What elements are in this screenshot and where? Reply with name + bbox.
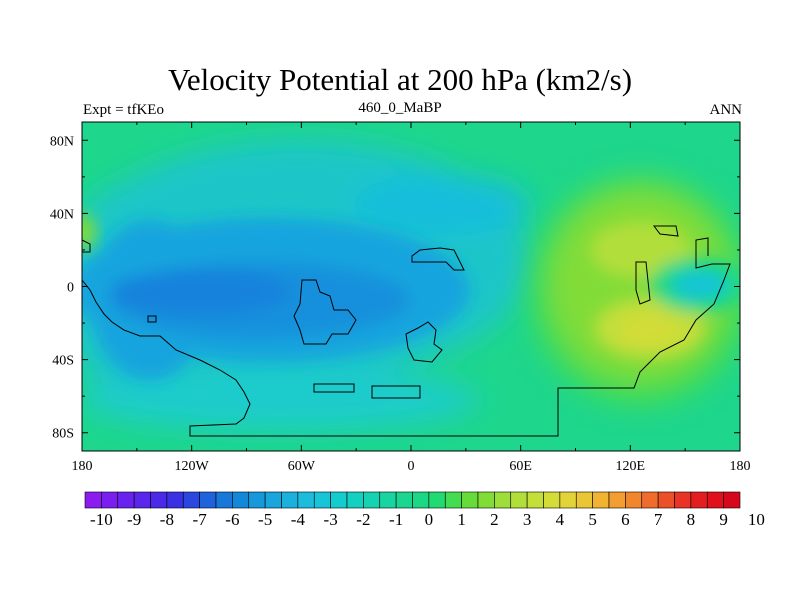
colorbar-swatch	[461, 491, 479, 509]
x-tick-label: 120E	[616, 459, 646, 474]
x-axis: 180 120W 60W 0 60E 120E 180	[72, 122, 751, 474]
colorbar-label: -3	[324, 510, 338, 529]
coastlines	[81, 225, 731, 437]
coastline-africa	[293, 279, 357, 345]
colorbar-label: 8	[687, 510, 696, 529]
x-tick-label: 60E	[509, 459, 532, 474]
x-tick-label: 60W	[288, 459, 316, 474]
colorbar-swatch	[133, 491, 151, 509]
y-axis: 80N 40N 0 40S 80S	[50, 134, 740, 442]
y-tick-label: 0	[67, 281, 74, 296]
colorbar-label: -6	[225, 510, 239, 529]
colorbar-swatch	[575, 491, 593, 509]
colorbar: -10 -9 -8 -7 -6 -5 -4 -3 -2 -1 0 1 2 3 4 5 6 7 8 9 10	[84, 491, 765, 529]
chart-title: Velocity Potential at 200 hPa (km2/s)	[167, 62, 633, 97]
colorbar-swatch	[674, 491, 692, 509]
coastline-main	[81, 237, 731, 437]
coastline-east-b	[653, 225, 679, 237]
colorbar-swatch	[166, 491, 184, 509]
colorbar-swatch	[592, 491, 610, 509]
experiment-label: Expt = tfKEo	[83, 102, 164, 118]
coastline-island-c	[313, 383, 355, 393]
colorbar-label: 7	[654, 510, 663, 529]
colorbar-label: 4	[556, 510, 565, 529]
colorbar-label: -7	[193, 510, 208, 529]
colorbar-swatch	[526, 491, 544, 509]
contour-field	[82, 122, 740, 451]
colorbar-swatch	[330, 491, 348, 509]
coastline-rect	[147, 315, 157, 323]
period-label: 460_0_MaBP	[358, 100, 442, 116]
coastline-island-a	[411, 247, 465, 271]
colorbar-swatch	[264, 491, 282, 509]
colorbar-swatch	[444, 491, 462, 509]
colorbar-label: -4	[291, 510, 306, 529]
colorbar-swatch	[641, 491, 659, 509]
colorbar-swatch	[248, 491, 266, 509]
colorbar-swatch	[346, 491, 364, 509]
coastline-island-b	[405, 321, 443, 363]
colorbar-swatch	[117, 491, 135, 509]
colorbar-swatch	[477, 491, 495, 509]
colorbar-swatch	[559, 491, 577, 509]
colorbar-swatch	[543, 491, 561, 509]
colorbar-swatch	[690, 491, 708, 509]
colorbar-label: -1	[389, 510, 403, 529]
y-tick-label: 80N	[50, 134, 74, 149]
colorbar-swatch	[723, 491, 741, 509]
colorbar-swatch	[706, 491, 724, 509]
colorbar-label: 10	[748, 510, 765, 529]
x-tick-label: 180	[72, 459, 93, 474]
colorbar-label: 2	[490, 510, 499, 529]
colorbar-label: -8	[160, 510, 174, 529]
colorbar-swatch	[494, 491, 512, 509]
y-tick-label: 80S	[52, 427, 74, 442]
colorbar-swatch	[608, 491, 626, 509]
colorbar-swatch	[281, 491, 299, 509]
x-tick-label: 120W	[175, 459, 210, 474]
colorbar-label: 1	[457, 510, 466, 529]
colorbar-swatch	[101, 491, 119, 509]
colorbar-label: 6	[621, 510, 630, 529]
colorbar-swatch	[313, 491, 331, 509]
x-tick-label: 180	[730, 459, 751, 474]
y-tick-label: 40S	[52, 354, 74, 369]
colorbar-swatch	[510, 491, 528, 509]
colorbar-label: 5	[588, 510, 597, 529]
season-label: ANN	[709, 102, 743, 118]
colorbar-swatch	[395, 491, 413, 509]
x-tick-label: 0	[408, 459, 415, 474]
colorbar-label: -2	[356, 510, 370, 529]
colorbar-swatch	[363, 491, 381, 509]
colorbar-label: 9	[719, 510, 728, 529]
colorbar-label: -9	[127, 510, 141, 529]
colorbar-swatch	[379, 491, 397, 509]
colorbar-swatch	[657, 491, 675, 509]
colorbar-swatch	[199, 491, 217, 509]
coastline-west-edge	[81, 239, 91, 253]
colorbar-label: -10	[90, 510, 113, 529]
colorbar-swatch	[412, 491, 430, 509]
colorbar-swatch	[428, 491, 446, 509]
colorbar-swatch	[625, 491, 643, 509]
colorbar-label: -5	[258, 510, 272, 529]
colorbar-swatch	[215, 491, 233, 509]
colorbar-swatch	[182, 491, 200, 509]
colorbar-label: 0	[425, 510, 434, 529]
colorbar-swatch	[232, 491, 250, 509]
colorbar-label: 3	[523, 510, 532, 529]
colorbar-swatch	[84, 491, 102, 509]
colorbar-swatch	[150, 491, 168, 509]
y-tick-label: 40N	[50, 207, 74, 222]
colorbar-swatch	[297, 491, 315, 509]
coastline-island-d	[371, 385, 421, 399]
coastline-east-a	[635, 261, 651, 305]
